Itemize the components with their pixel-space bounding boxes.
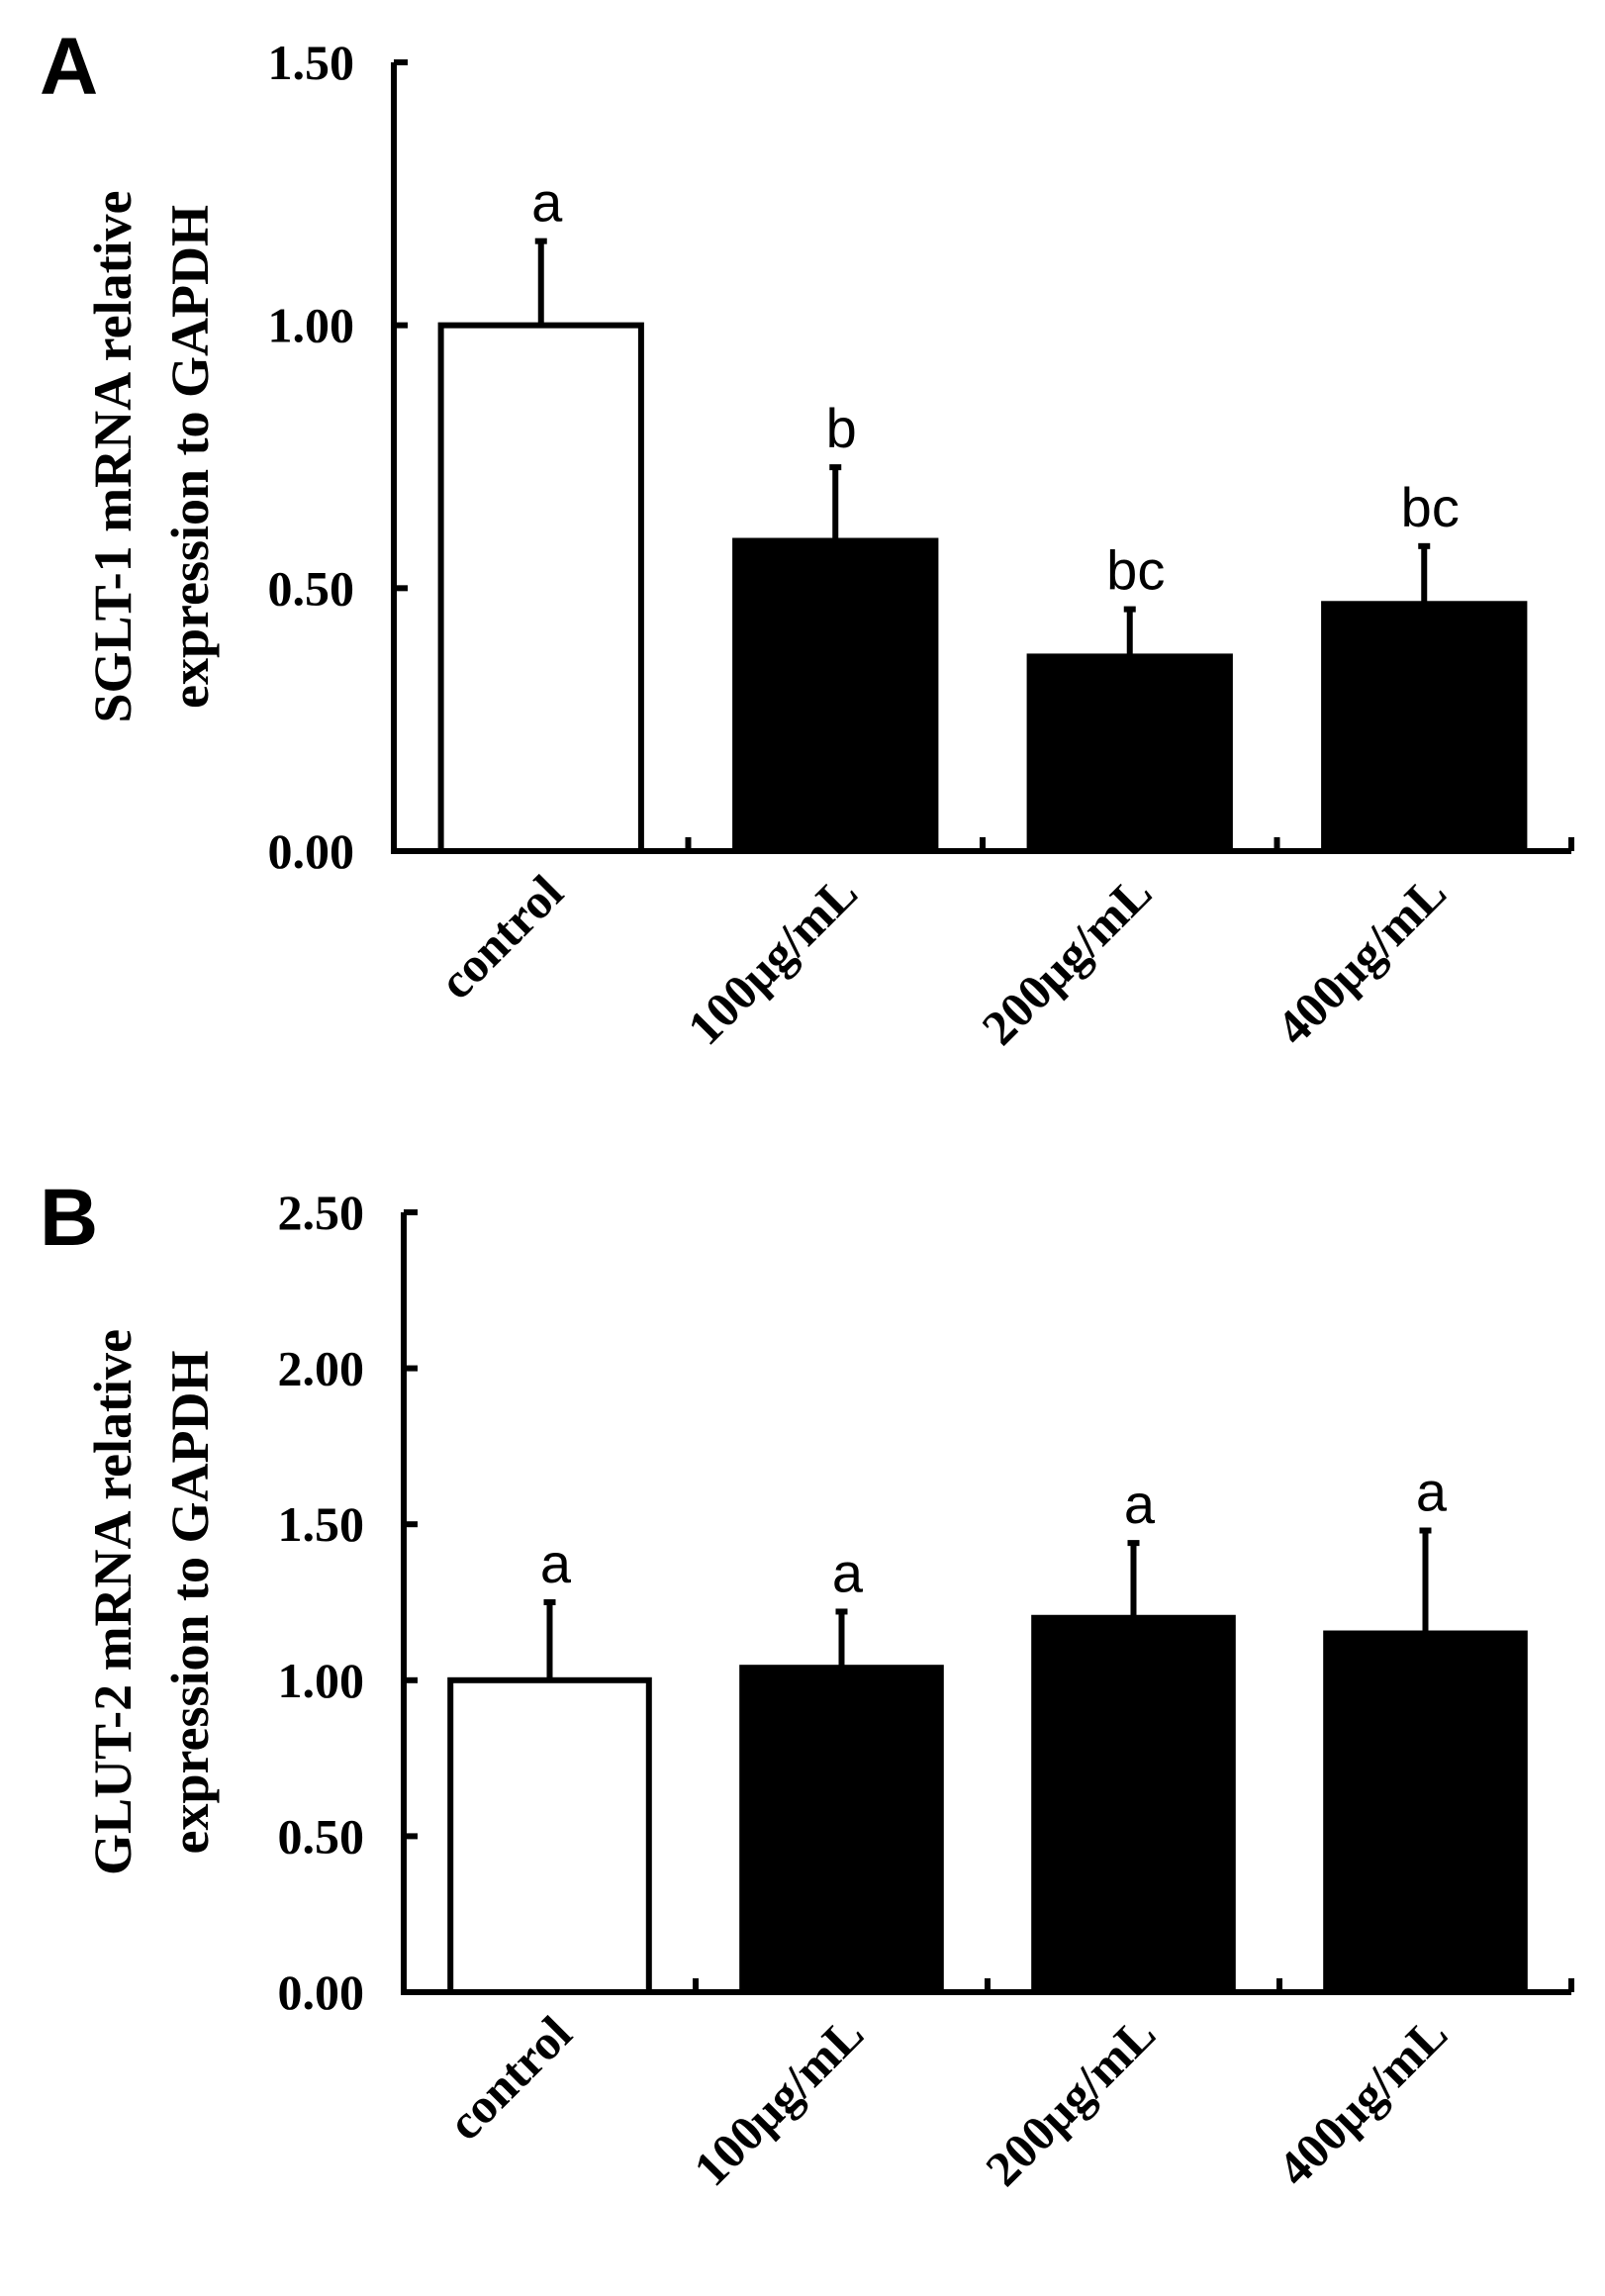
- chart-panel-a: A SGLT-1 mRNA relative expression to GAPDH…: [40, 22, 1574, 1055]
- significance-label: a: [540, 1532, 572, 1594]
- significance-label: a: [832, 1541, 864, 1603]
- bar-4: [1323, 1630, 1528, 1996]
- y-tick-label: 1.00: [278, 1653, 365, 1708]
- bar-3: [1026, 653, 1233, 855]
- y-tick-label: 0.00: [268, 823, 355, 879]
- significance-label: b: [826, 397, 857, 459]
- y-tick-label: 2.50: [278, 1185, 365, 1240]
- bar-3: [1031, 1614, 1236, 1995]
- x-tick-label: 100μg/mL: [677, 864, 868, 1055]
- bar-1: [437, 322, 644, 854]
- y-tick-label: 2.00: [278, 1341, 365, 1396]
- x-tick-label: 400μg/mL: [1267, 2005, 1458, 2196]
- y-tick-label: 1.50: [268, 35, 355, 90]
- x-tick-label: 400μg/mL: [1266, 864, 1457, 1055]
- significance-label: a: [1124, 1473, 1156, 1535]
- x-tick-label: control: [436, 2005, 582, 2151]
- y-axis-label: expression to GAPDH: [160, 205, 220, 709]
- chart-panel-b: B GLUT-2 mRNA relative expression to GAPDH…: [40, 1173, 1574, 2196]
- bar-4: [1321, 601, 1528, 854]
- x-tick-label: 200μg/mL: [971, 864, 1162, 1055]
- bar-2: [739, 1665, 944, 1996]
- significance-label: bc: [1106, 539, 1165, 602]
- bar-2: [732, 537, 939, 854]
- y-tick-label: 0.50: [268, 560, 355, 616]
- bar-1: [447, 1676, 652, 1996]
- y-axis-label: expression to GAPDH: [160, 1351, 220, 1855]
- y-tick-label: 0.00: [278, 1964, 365, 2020]
- panel-letter: B: [40, 1173, 98, 1263]
- y-tick-label: 0.50: [278, 1808, 365, 1864]
- x-tick-label: 200μg/mL: [975, 2005, 1166, 2196]
- y-axis-label: GLUT-2 mRNA relative: [83, 1329, 142, 1875]
- significance-label: a: [531, 171, 563, 234]
- significance-label: a: [1416, 1461, 1448, 1523]
- y-tick-label: 1.00: [268, 298, 355, 353]
- y-tick-label: 1.50: [278, 1496, 365, 1552]
- panel-letter: A: [40, 22, 98, 112]
- x-tick-label: 100μg/mL: [683, 2005, 874, 2196]
- significance-label: bc: [1401, 476, 1460, 538]
- y-axis-label: SGLT-1 mRNA relative: [83, 190, 142, 722]
- x-tick-label: control: [428, 864, 574, 1009]
